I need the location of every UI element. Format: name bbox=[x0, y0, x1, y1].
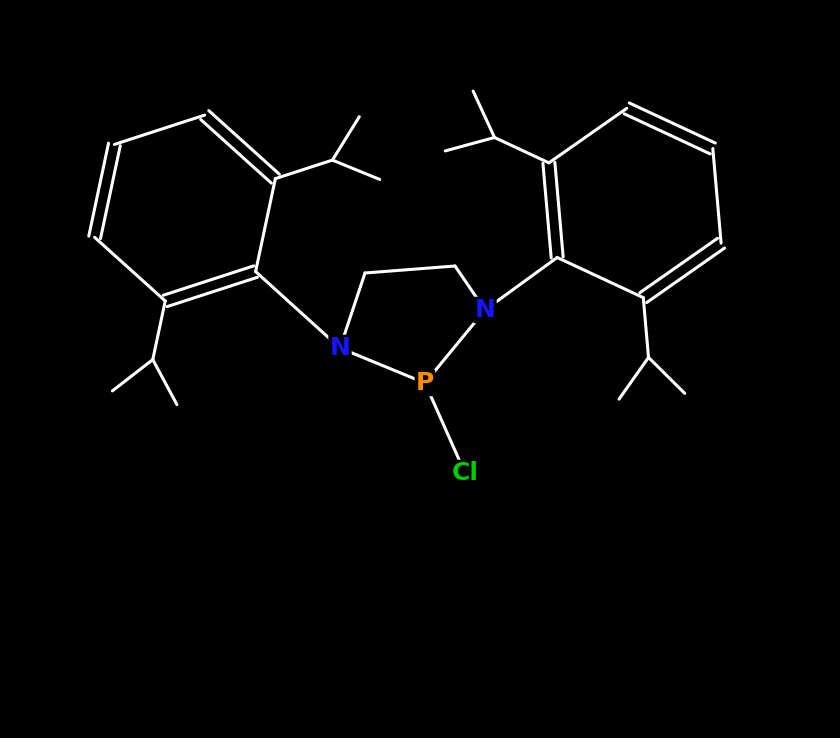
Text: N: N bbox=[329, 336, 350, 360]
Text: N: N bbox=[475, 298, 496, 322]
Text: P: P bbox=[416, 371, 434, 395]
Text: Cl: Cl bbox=[452, 461, 479, 485]
